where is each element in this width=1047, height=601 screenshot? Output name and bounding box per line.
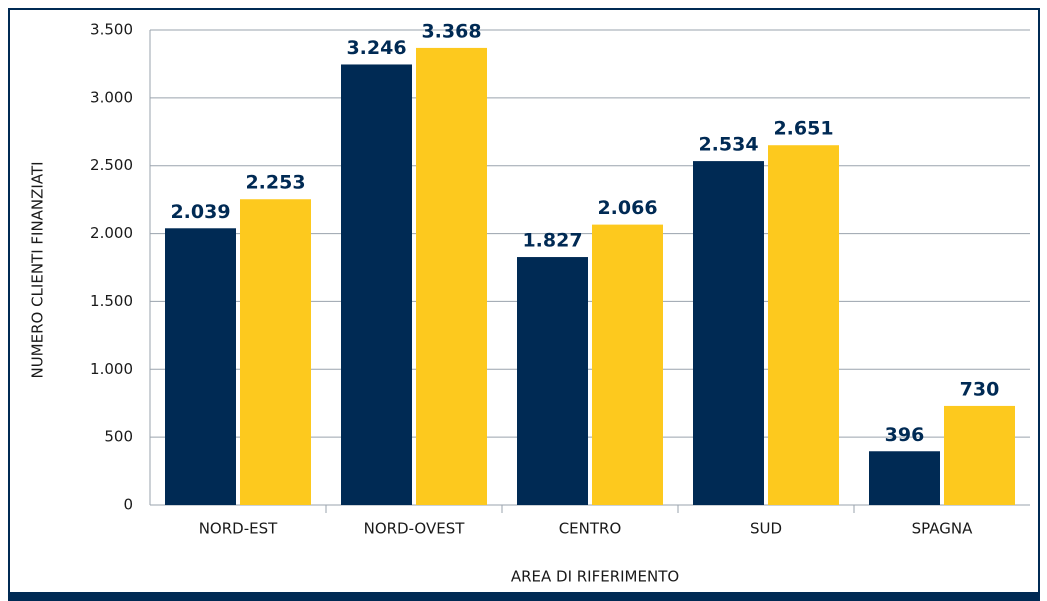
value-label: 2.253 xyxy=(245,172,305,194)
value-label: 3.246 xyxy=(346,37,406,59)
bar xyxy=(416,47,487,506)
x-axis-label: AREA DI RIFERIMENTO xyxy=(511,568,679,586)
value-label: 2.066 xyxy=(597,197,657,219)
x-tick-label: SPAGNA xyxy=(912,520,973,538)
bar xyxy=(240,199,311,505)
y-axis-label: NUMERO CLIENTI FINANZIATI xyxy=(29,161,47,378)
bar xyxy=(517,257,588,505)
x-tick-label: NORD-EST xyxy=(199,520,278,538)
bar xyxy=(869,451,940,505)
bar xyxy=(768,145,839,505)
frame-bottom xyxy=(8,592,1040,601)
y-tick-label: 1.500 xyxy=(90,292,133,310)
y-tick-label: 1.000 xyxy=(90,360,133,378)
x-tick-label: SUD xyxy=(750,520,782,538)
y-tick-label: 2.000 xyxy=(90,224,133,242)
value-label: 1.827 xyxy=(522,230,582,252)
value-label: 2.039 xyxy=(170,201,230,223)
y-tick-label: 3.000 xyxy=(90,88,133,106)
value-label: 2.651 xyxy=(773,118,833,140)
y-tick-label: 500 xyxy=(104,428,133,446)
y-tick-label: 3.500 xyxy=(90,21,133,39)
bar xyxy=(693,161,764,505)
bar xyxy=(341,64,412,505)
value-label: 396 xyxy=(885,424,925,446)
value-label: 2.534 xyxy=(698,134,758,156)
y-tick-label: 0 xyxy=(123,496,133,514)
value-label: 3.368 xyxy=(421,20,481,42)
x-tick-label: NORD-OVEST xyxy=(364,520,466,538)
y-tick-label: 2.500 xyxy=(90,156,133,174)
bar xyxy=(592,224,663,505)
value-label: 730 xyxy=(960,378,1000,400)
x-tick-label: CENTRO xyxy=(559,520,622,538)
bar xyxy=(944,405,1015,505)
bar xyxy=(165,228,236,505)
